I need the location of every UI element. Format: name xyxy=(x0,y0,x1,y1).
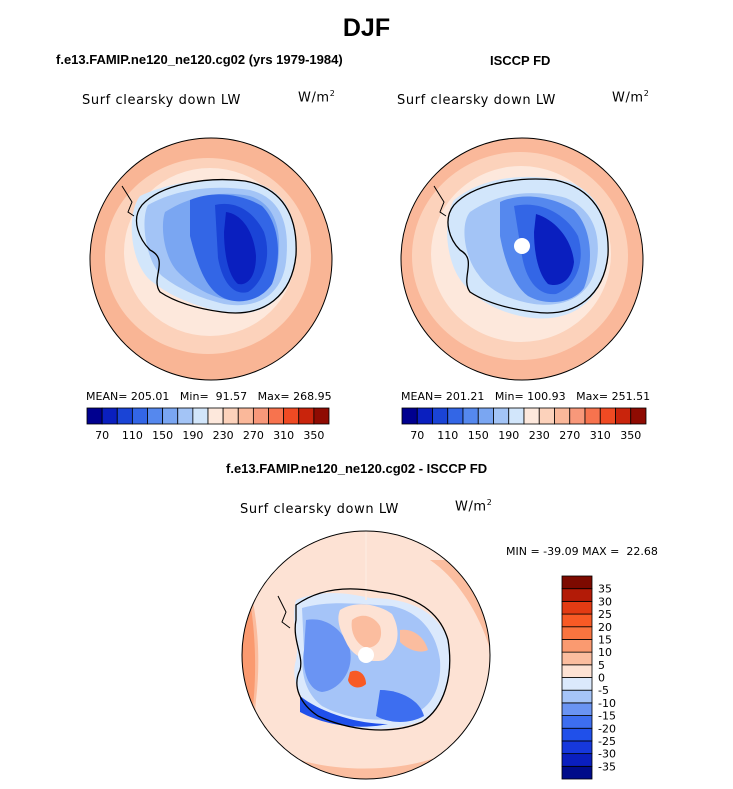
panel1-units: W/m2 xyxy=(298,89,336,106)
colorbar-obs-swatch xyxy=(630,407,647,425)
colorbar-obs-swatch xyxy=(523,407,540,425)
colorbar-diff-tick-label: -15 xyxy=(598,710,616,723)
colorbar-diff-tick-label: 15 xyxy=(598,633,612,646)
colorbar-diff-tick-label: 30 xyxy=(598,595,612,608)
colorbar-model-swatch xyxy=(283,407,300,425)
colorbar-diff-swatch xyxy=(561,651,593,666)
colorbar-diff-tick-label: -10 xyxy=(598,697,616,710)
colorbar-obs-swatch xyxy=(584,407,601,425)
colorbar-model-swatch xyxy=(207,407,224,425)
colorbar-diff-swatch xyxy=(561,702,593,716)
panel2-variable: Surf clearsky down LW xyxy=(397,93,556,108)
colorbar-diff-tick-label: -5 xyxy=(598,684,609,697)
colorbar-model-swatch xyxy=(131,407,148,425)
colorbar-diff-swatch xyxy=(561,677,593,691)
colorbar-diff-swatch xyxy=(561,664,593,678)
diff-title: f.e13.FAMIP.ne120_ne120.cg02 - ISCCP FD xyxy=(226,461,488,476)
colorbar-model-tick-label: 350 xyxy=(303,429,324,442)
colorbar-obs-tick-label: 150 xyxy=(468,429,489,442)
colorbar-obs-swatch xyxy=(538,407,555,425)
colorbar-diff-tick-label: -20 xyxy=(598,722,616,735)
colorbar-obs-swatch xyxy=(416,407,433,425)
panel1-title: f.e13.FAMIP.ne120_ne120.cg02 (yrs 1979-1… xyxy=(56,52,343,67)
colorbar-model-swatch xyxy=(147,407,164,425)
polar-map-model xyxy=(89,137,333,381)
colorbar-obs-swatch xyxy=(493,407,510,425)
colorbar-obs-tick-label: 230 xyxy=(529,429,550,442)
colorbar-obs-swatch xyxy=(599,407,616,425)
colorbar-obs-tick-label: 110 xyxy=(437,429,458,442)
colorbar-model-tick-label: 70 xyxy=(95,429,109,442)
colorbar-diff-swatch xyxy=(561,689,593,704)
colorbar-diff-swatch xyxy=(561,753,593,767)
colorbar-model-swatch xyxy=(252,407,269,425)
colorbar-obs-swatch xyxy=(477,407,494,425)
colorbar-diff-swatch xyxy=(561,575,593,590)
colorbar-obs-swatch xyxy=(432,407,449,425)
colorbar-diff-tick-label: 10 xyxy=(598,646,612,659)
colorbar-diff-tick-label: 35 xyxy=(598,583,612,596)
colorbar-obs-swatch xyxy=(401,407,418,425)
colorbar-diff-swatch xyxy=(561,639,593,653)
colorbar-obs-swatch xyxy=(569,407,586,425)
figure-title: DJF xyxy=(342,14,391,42)
panel1-stats: MEAN= 205.01 Min= 91.57 Max= 268.95 xyxy=(86,390,332,403)
colorbar-obs-swatch xyxy=(508,407,525,425)
colorbar-obs-tick-label: 70 xyxy=(410,429,424,442)
colorbar-obs-tick-label: 350 xyxy=(620,429,641,442)
colorbar-obs-swatch xyxy=(615,407,632,425)
colorbar-model-tick-label: 110 xyxy=(122,429,143,442)
panel1-variable: Surf clearsky down LW xyxy=(82,93,241,108)
colorbar-obs-swatch xyxy=(554,407,571,425)
colorbar-diff-swatch xyxy=(561,600,593,615)
colorbar-obs-tick-label: 270 xyxy=(559,429,580,442)
colorbar-model-swatch xyxy=(177,407,194,425)
panel2-stats: MEAN= 201.21 Min= 100.93 Max= 251.51 xyxy=(401,390,651,403)
polar-map-obs xyxy=(400,137,644,381)
colorbar-diff-swatch xyxy=(561,727,593,742)
panel2-title: ISCCP FD xyxy=(490,53,551,68)
polar-map-diff xyxy=(241,530,491,780)
colorbar-diff-swatch xyxy=(561,588,593,602)
panel2-units: W/m2 xyxy=(612,89,650,106)
colorbar-model-tick-label: 310 xyxy=(273,429,294,442)
colorbar-model-swatch xyxy=(162,407,179,425)
colorbar-model-swatch xyxy=(101,407,118,425)
colorbar-model-swatch xyxy=(313,407,330,425)
diff-stats: MIN = -39.09 MAX = 22.68 xyxy=(506,545,658,558)
colorbar-model-swatch xyxy=(86,407,103,425)
colorbar-model-swatch xyxy=(298,407,315,425)
colorbar-model-tick-label: 150 xyxy=(152,429,173,442)
colorbar-diff-swatch xyxy=(561,715,593,729)
colorbar-model-swatch xyxy=(192,407,209,425)
colorbar-diff-tick-label: -25 xyxy=(598,735,616,748)
colorbar-model-swatch xyxy=(268,407,285,425)
colorbar-model-tick-label: 190 xyxy=(182,429,203,442)
colorbar-diff-tick-label: -35 xyxy=(598,760,616,773)
colorbar-model-swatch xyxy=(116,407,133,425)
diff-variable: Surf clearsky down LW xyxy=(240,502,399,517)
colorbar-model: 70 110 150 190 230 270 310 350 xyxy=(86,407,330,442)
colorbar-diff-tick-label: 20 xyxy=(598,621,612,634)
colorbar-diff-swatch xyxy=(561,765,593,780)
colorbar-diff-tick-label: 0 xyxy=(598,672,605,685)
colorbar-model-tick-label: 270 xyxy=(243,429,264,442)
colorbar-model-swatch xyxy=(222,407,239,425)
colorbar-diff-swatch xyxy=(561,613,593,628)
colorbar-model-swatch xyxy=(237,407,254,425)
colorbar-obs-tick-label: 310 xyxy=(590,429,611,442)
colorbar-obs-swatch xyxy=(447,407,464,425)
colorbar-diff-tick-label: -30 xyxy=(598,748,616,761)
colorbar-diff-swatch xyxy=(561,740,593,755)
diff-units: W/m2 xyxy=(455,498,493,515)
colorbar-obs-swatch xyxy=(462,407,479,425)
colorbar-diff-swatch xyxy=(561,626,593,640)
colorbar-diff-tick-label: 5 xyxy=(598,659,605,672)
colorbar-obs-tick-label: 190 xyxy=(498,429,519,442)
colorbar-obs: 70 110 150 190 230 270 310 350 xyxy=(401,407,647,442)
colorbar-diff-tick-label: 25 xyxy=(598,608,612,621)
colorbar-model-tick-label: 230 xyxy=(213,429,234,442)
